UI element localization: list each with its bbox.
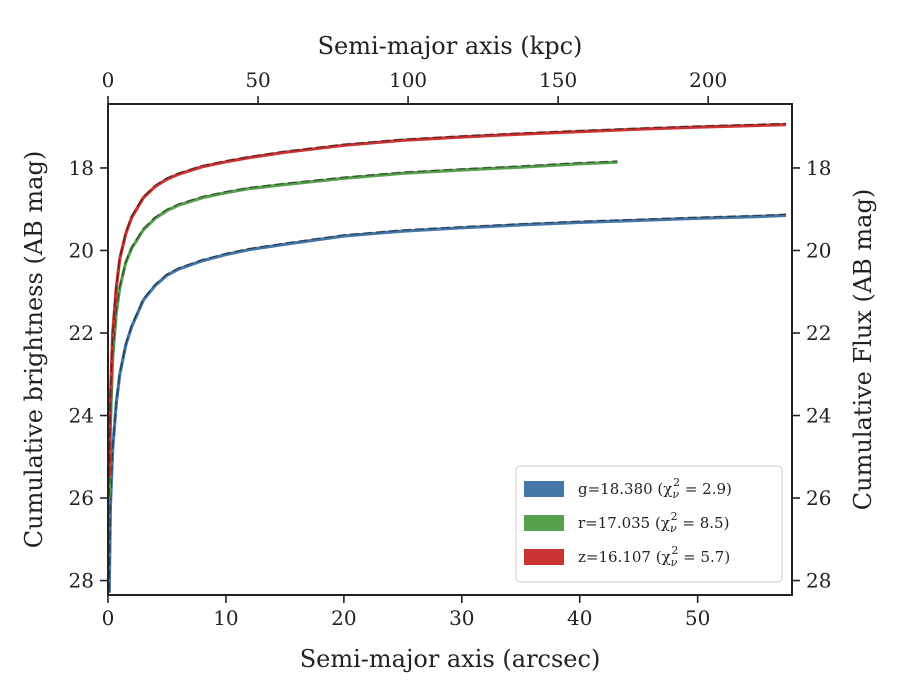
series-line-z xyxy=(107,123,787,478)
series-line-r xyxy=(107,160,618,499)
y-tick-label-left: 28 xyxy=(69,569,94,593)
x-tick-label-bottom: 30 xyxy=(449,606,474,630)
x-tick-label-top: 50 xyxy=(245,68,270,92)
plot-frame xyxy=(107,103,793,596)
x-tick-label-top: 200 xyxy=(689,68,727,92)
y-tick-label-left: 26 xyxy=(69,486,94,510)
x-tick-label-bottom: 10 xyxy=(213,606,238,630)
y-tick-label-right: 20 xyxy=(806,238,831,262)
series-fit-r xyxy=(108,160,618,497)
axis-ticks: 0 10 20 30 40 50 0 50 100 150 200 18 18 20 20 22 22 24 24 2… xyxy=(69,68,832,630)
legend-swatch-g xyxy=(524,481,564,497)
series-fit-g xyxy=(108,213,787,592)
series-curves xyxy=(107,122,787,593)
x-tick-label-top: 100 xyxy=(389,68,427,92)
y-tick-label-left: 20 xyxy=(69,238,94,262)
x-tick-label-bottom: 50 xyxy=(685,606,710,630)
y-tick-label-left: 22 xyxy=(69,321,94,345)
y-tick-label-right: 18 xyxy=(806,156,831,180)
legend-box xyxy=(515,465,783,583)
legend-label-r: r=17.035 (χν2 = 8.5) xyxy=(578,510,729,535)
y-axis-title-left: Cumulative brightness (AB mag) xyxy=(20,151,48,548)
x-axis-title-bottom: Semi-major axis (arcsec) xyxy=(300,645,601,673)
y-tick-label-right: 26 xyxy=(806,486,831,510)
x-tick-label-top: 150 xyxy=(539,68,577,92)
y-tick-label-right: 28 xyxy=(806,569,831,593)
legend-swatch-r xyxy=(524,515,564,531)
x-axis-title-top: Semi-major axis (kpc) xyxy=(318,32,583,60)
x-tick-label-bottom: 20 xyxy=(331,606,356,630)
y-tick-label-left: 18 xyxy=(69,156,94,180)
y-axis-title-right: Cumulative Flux (AB mag) xyxy=(849,189,877,510)
y-tick-label-right: 22 xyxy=(806,321,831,345)
legend: g=18.380 (χν2 = 2.9) r=17.035 (χν2 = 8.5)… xyxy=(515,465,783,583)
x-tick-label-bottom: 40 xyxy=(567,606,592,630)
legend-label-z: z=16.107 (χν2 = 5.7) xyxy=(578,544,730,569)
series-fit-z xyxy=(108,122,787,477)
x-tick-label-bottom: 0 xyxy=(102,606,115,630)
x-tick-label-top: 0 xyxy=(102,68,115,92)
legend-swatch-z xyxy=(524,549,564,565)
y-tick-label-right: 24 xyxy=(806,404,831,428)
legend-label-g: g=18.380 (χν2 = 2.9) xyxy=(578,476,732,501)
y-tick-label-left: 24 xyxy=(69,404,94,428)
